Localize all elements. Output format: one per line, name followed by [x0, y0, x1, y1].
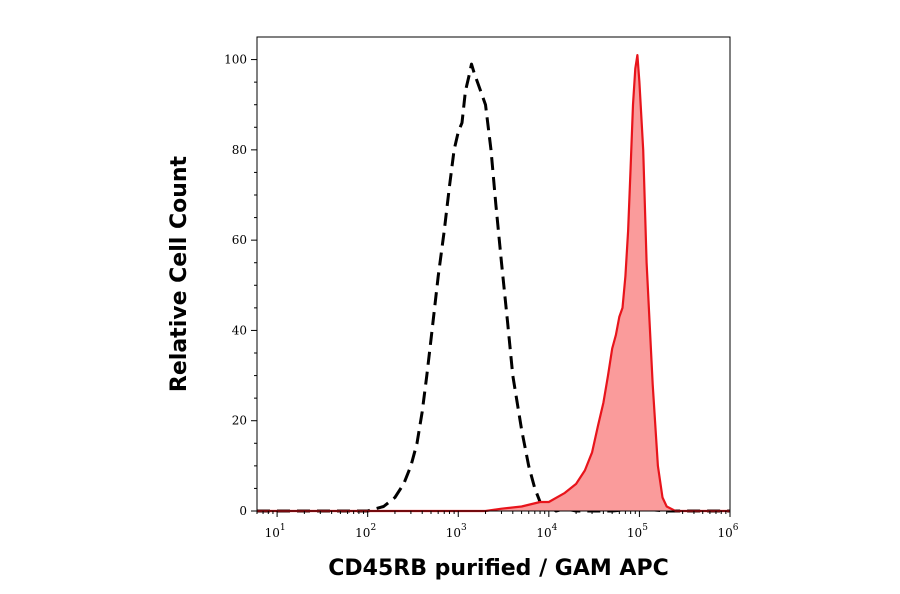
x-tick-label-0: 101 [265, 523, 286, 540]
axis-layer: 0 20 40 60 80 100 101 102 103 104 105 106 [224, 53, 739, 540]
x-tick-label-3: 104 [536, 523, 557, 540]
series-1-line [257, 54, 730, 513]
y-tick-label-4: 80 [232, 143, 247, 157]
series-1-area [257, 55, 730, 511]
x-axis-title: CD45RB purified / GAM APC [328, 556, 668, 581]
y-axis-title: Relative Cell Count [167, 155, 192, 392]
series-layer [257, 54, 730, 513]
y-tick-label-0: 0 [239, 504, 247, 518]
x-tick-label-2: 103 [446, 523, 467, 540]
y-tick-label-1: 20 [232, 414, 247, 428]
y-tick-label-2: 40 [232, 323, 247, 337]
y-tick-label-3: 60 [232, 233, 247, 247]
x-tick-label-5: 106 [717, 523, 738, 540]
plot-frame [256, 36, 731, 512]
x-tick-label-4: 105 [627, 523, 648, 540]
series-0-line [257, 62, 730, 513]
x-tick-label-1: 102 [355, 523, 376, 540]
y-tick-label-5: 100 [224, 53, 247, 67]
